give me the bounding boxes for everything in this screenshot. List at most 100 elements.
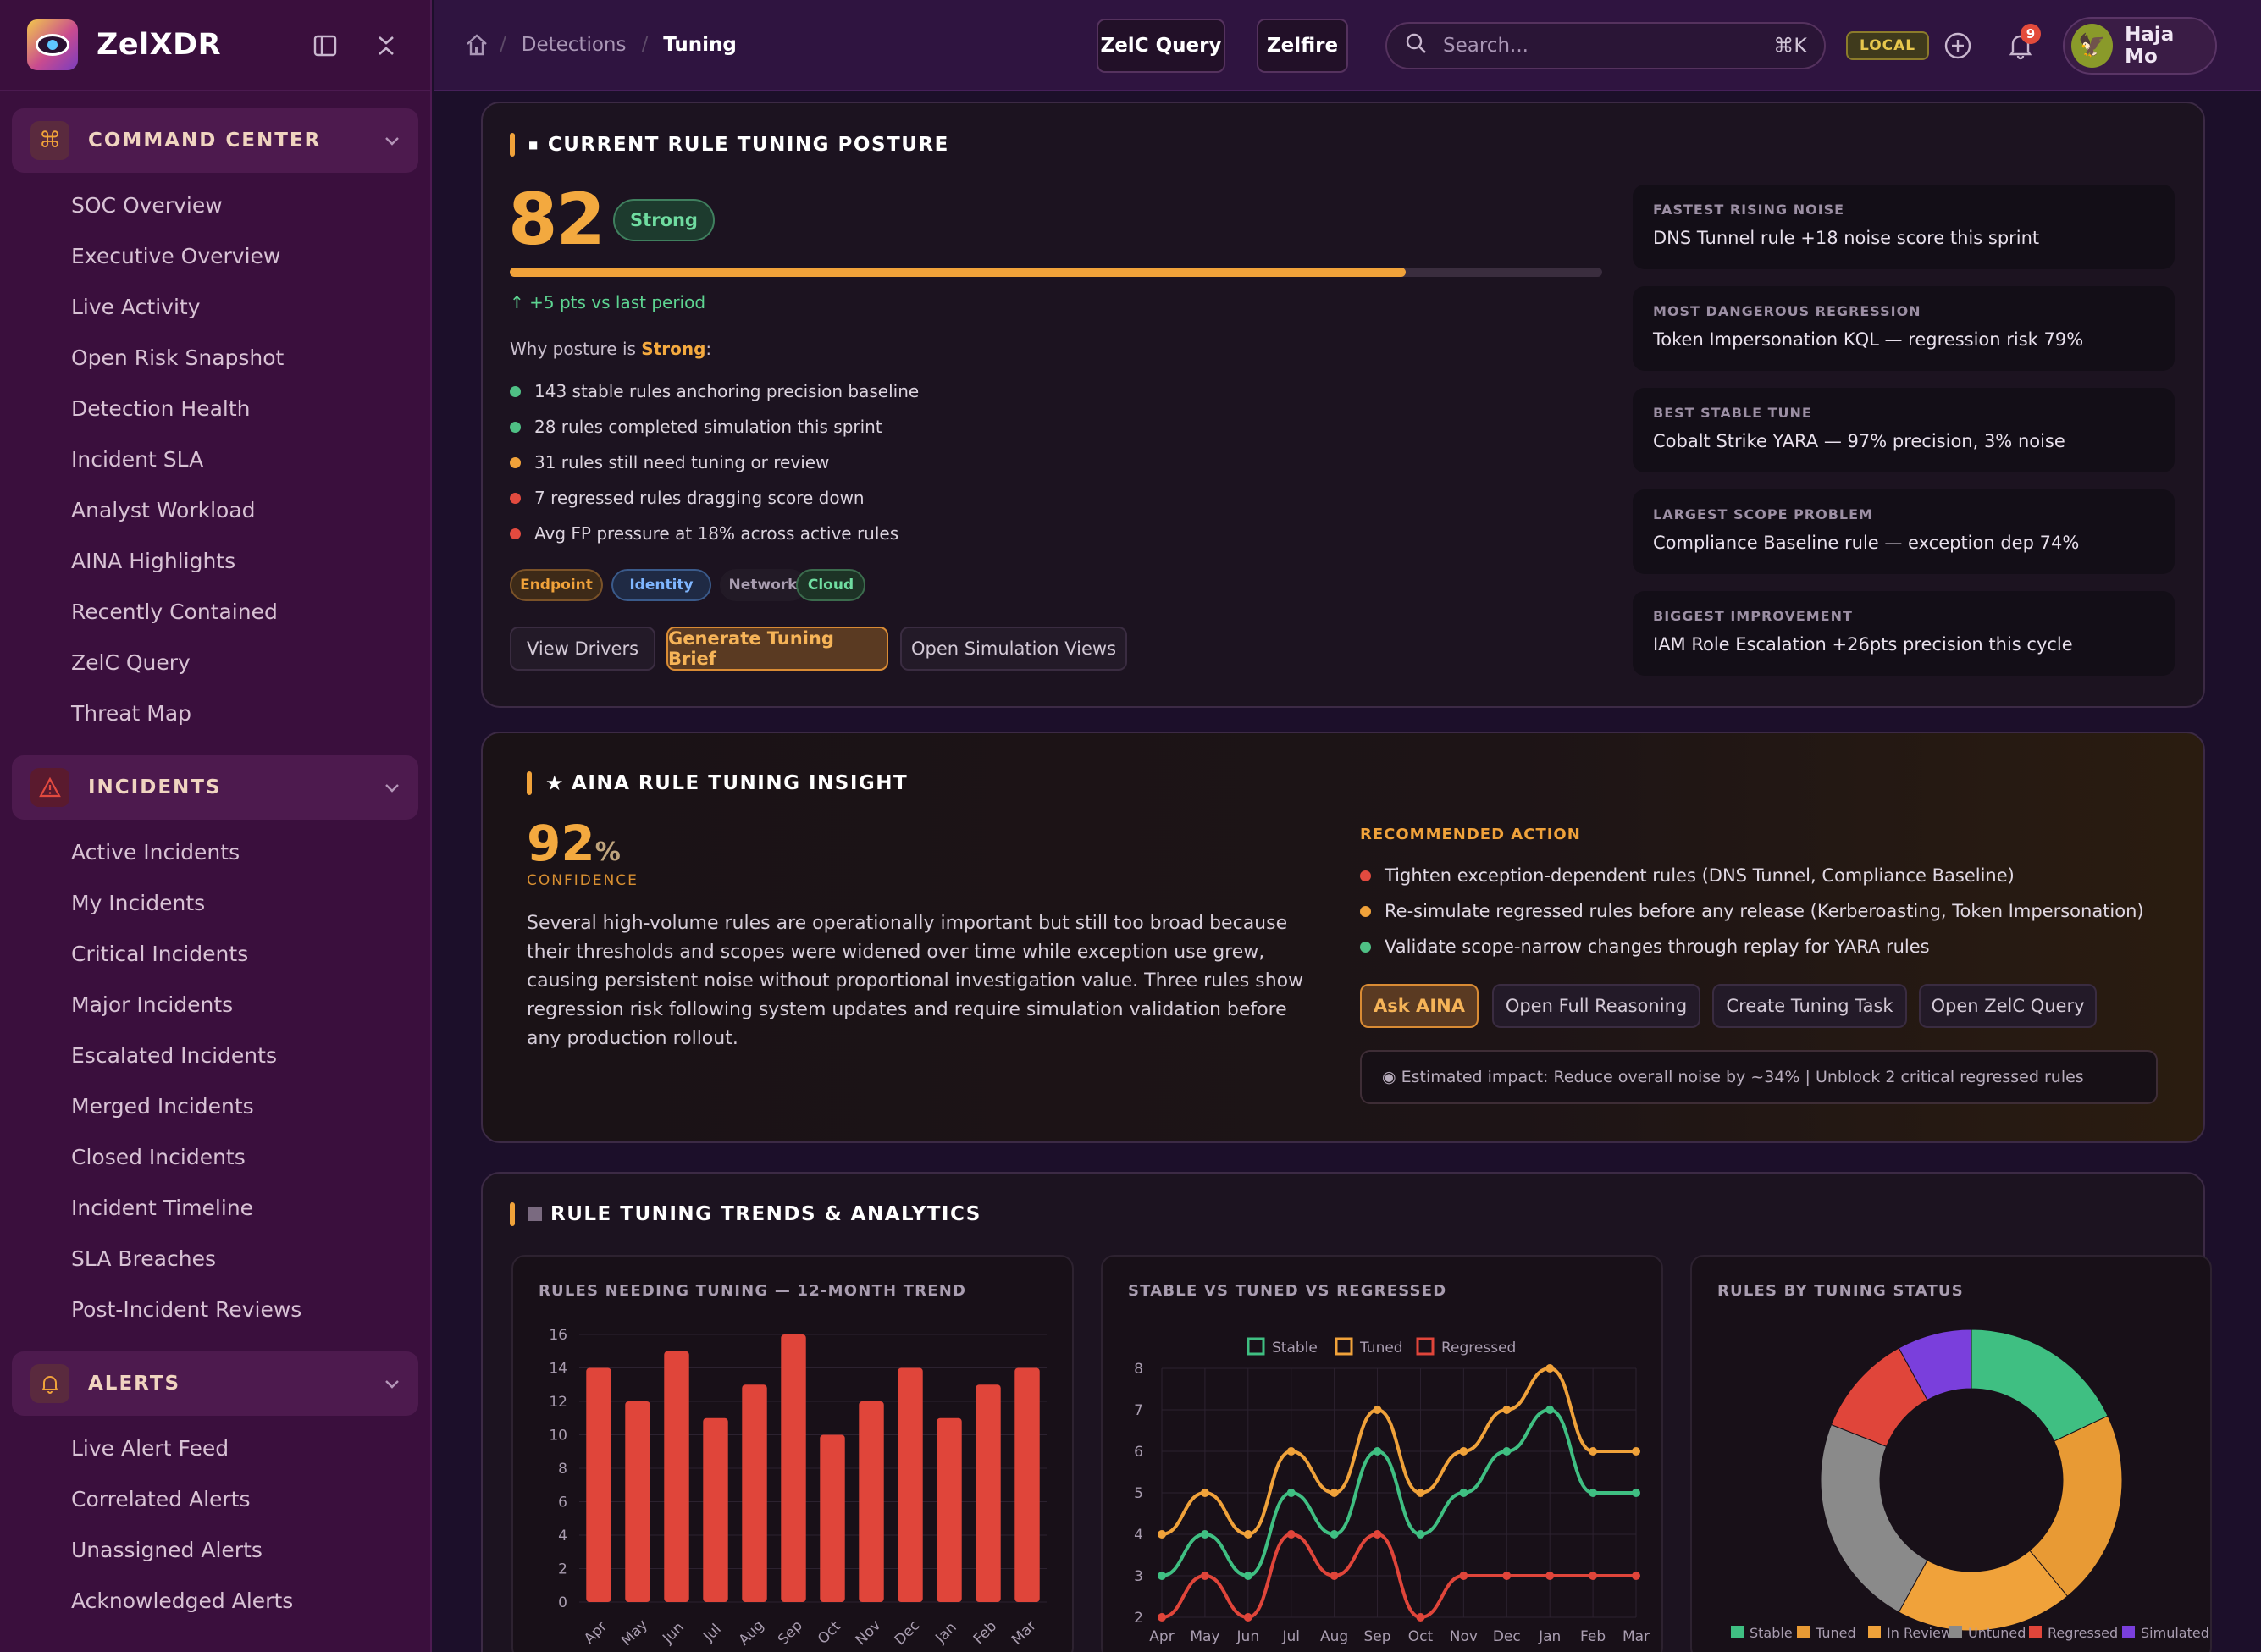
bar-may[interactable]: [625, 1401, 650, 1602]
data-point-stable[interactable]: [1373, 1447, 1382, 1456]
sidebar-item-acknowledged-alerts[interactable]: Acknowledged Alerts: [71, 1588, 294, 1613]
sidebar-item-critical-incidents[interactable]: Critical Incidents: [71, 941, 249, 966]
bar-nov[interactable]: [859, 1401, 884, 1602]
data-point-regressed[interactable]: [1416, 1613, 1425, 1622]
legend-item-regressed[interactable]: Regressed: [2029, 1625, 2118, 1641]
slice-stable[interactable]: [1971, 1329, 2109, 1442]
bar-aug[interactable]: [742, 1384, 767, 1602]
bar-jan[interactable]: [937, 1417, 962, 1602]
bar-jun[interactable]: [664, 1351, 689, 1602]
open-zelc-query-button[interactable]: Open ZelC Query: [1919, 984, 2097, 1028]
ask-aina-button[interactable]: Ask AINA: [1360, 984, 1479, 1028]
data-point-stable[interactable]: [1243, 1572, 1252, 1580]
bar-sep[interactable]: [781, 1334, 806, 1602]
slice-in-review[interactable]: [1898, 1550, 2069, 1632]
tag-endpoint[interactable]: Endpoint: [510, 569, 603, 601]
search-input[interactable]: Search... ⌘K: [1385, 22, 1826, 69]
data-point-stable[interactable]: [1200, 1530, 1209, 1539]
chevron-down-icon[interactable]: [384, 130, 400, 151]
open-simulation-views-button[interactable]: Open Simulation Views: [900, 627, 1127, 671]
generate-tuning-brief-button[interactable]: Generate Tuning Brief: [666, 627, 888, 671]
legend-item-stable[interactable]: Stable: [1247, 1337, 1318, 1356]
sidebar-item-incident-sla[interactable]: Incident SLA: [71, 446, 204, 472]
legend-item-tuned[interactable]: Tuned: [1335, 1337, 1403, 1356]
data-point-stable[interactable]: [1330, 1530, 1339, 1539]
slice-tuned[interactable]: [2029, 1415, 2123, 1597]
sidebar-item-soc-overview[interactable]: SOC Overview: [71, 192, 223, 218]
data-point-regressed[interactable]: [1158, 1613, 1166, 1622]
bar-jul[interactable]: [703, 1417, 728, 1602]
open-full-reasoning-button[interactable]: Open Full Reasoning: [1492, 984, 1700, 1028]
sidebar-item-escalated-incidents[interactable]: Escalated Incidents: [71, 1042, 277, 1068]
legend-item-untuned[interactable]: Untuned: [1949, 1625, 2026, 1641]
sidebar-section-incidents[interactable]: INCIDENTS: [12, 755, 418, 820]
collapse-icon[interactable]: [368, 27, 405, 64]
data-point-stable[interactable]: [1416, 1530, 1425, 1539]
sidebar-item-unassigned-alerts[interactable]: Unassigned Alerts: [71, 1537, 263, 1562]
legend-item-in-review[interactable]: In Review: [1868, 1625, 1952, 1641]
chevron-down-icon[interactable]: [384, 777, 400, 798]
slice-untuned[interactable]: [1820, 1423, 1928, 1613]
sidebar-item-correlated-alerts[interactable]: Correlated Alerts: [71, 1486, 251, 1511]
sidebar-item-open-risk-snapshot[interactable]: Open Risk Snapshot: [71, 345, 285, 370]
sidebar-item-threat-map[interactable]: Threat Map: [71, 700, 192, 726]
sidebar-item-closed-incidents[interactable]: Closed Incidents: [71, 1144, 246, 1169]
data-point-tuned[interactable]: [1589, 1447, 1598, 1456]
sidebar-item-live-activity[interactable]: Live Activity: [71, 294, 201, 319]
data-point-regressed[interactable]: [1589, 1572, 1598, 1580]
data-point-regressed[interactable]: [1286, 1530, 1296, 1539]
sidebar-item-major-incidents[interactable]: Major Incidents: [71, 992, 234, 1017]
data-point-regressed[interactable]: [1502, 1572, 1512, 1580]
sidebar-item-executive-overview[interactable]: Executive Overview: [71, 243, 281, 268]
sidebar-item-aina-highlights[interactable]: AINA Highlights: [71, 548, 236, 573]
zelfire-button[interactable]: Zelfire: [1257, 19, 1348, 73]
zelc-query-button[interactable]: ZelC Query: [1097, 19, 1225, 73]
add-icon[interactable]: [1938, 25, 1978, 66]
data-point-tuned[interactable]: [1200, 1489, 1209, 1497]
data-point-tuned[interactable]: [1459, 1447, 1468, 1456]
view-drivers-button[interactable]: View Drivers: [510, 627, 655, 671]
sidebar-item-analyst-workload[interactable]: Analyst Workload: [71, 497, 256, 522]
sidebar-item-recently-contained[interactable]: Recently Contained: [71, 599, 278, 624]
legend-item-regressed[interactable]: Regressed: [1416, 1337, 1516, 1356]
sidebar-item-merged-incidents[interactable]: Merged Incidents: [71, 1093, 254, 1119]
legend-item-simulated[interactable]: Simulated: [2122, 1625, 2209, 1641]
data-point-stable[interactable]: [1459, 1489, 1468, 1497]
data-point-tuned[interactable]: [1243, 1530, 1252, 1539]
data-point-tuned[interactable]: [1632, 1447, 1640, 1456]
data-point-regressed[interactable]: [1459, 1572, 1468, 1580]
bar-oct[interactable]: [820, 1434, 845, 1603]
sidebar-section-alerts[interactable]: ALERTS: [12, 1351, 418, 1416]
bar-dec[interactable]: [898, 1367, 923, 1603]
data-point-stable[interactable]: [1589, 1489, 1598, 1497]
tag-network[interactable]: Network: [720, 569, 806, 601]
data-point-regressed[interactable]: [1243, 1613, 1252, 1622]
bar-feb[interactable]: [976, 1384, 1001, 1602]
sidebar-section-command-center[interactable]: ⌘ COMMAND CENTER: [12, 108, 418, 173]
sidebar-item-incident-timeline[interactable]: Incident Timeline: [71, 1195, 254, 1220]
data-point-regressed[interactable]: [1373, 1530, 1382, 1539]
bar-apr[interactable]: [586, 1367, 611, 1603]
data-point-stable[interactable]: [1158, 1572, 1166, 1580]
sidebar-item-active-incidents[interactable]: Active Incidents: [71, 839, 240, 865]
data-point-regressed[interactable]: [1330, 1572, 1339, 1580]
sidebar-item-live-alert-feed[interactable]: Live Alert Feed: [71, 1435, 229, 1461]
sidebar-item-sla-breaches[interactable]: SLA Breaches: [71, 1246, 216, 1271]
breadcrumb-detections[interactable]: Detections: [521, 34, 627, 56]
data-point-stable[interactable]: [1502, 1447, 1512, 1456]
data-point-tuned[interactable]: [1502, 1406, 1512, 1414]
data-point-regressed[interactable]: [1632, 1572, 1640, 1580]
data-point-stable[interactable]: [1632, 1489, 1640, 1497]
data-point-tuned[interactable]: [1158, 1530, 1166, 1539]
data-point-tuned[interactable]: [1416, 1489, 1425, 1497]
tag-identity[interactable]: Identity: [611, 569, 711, 601]
sidebar-toggle-icon[interactable]: [307, 27, 344, 64]
home-icon[interactable]: [464, 32, 489, 61]
legend-item-tuned[interactable]: Tuned: [1797, 1625, 1856, 1641]
tag-cloud[interactable]: Cloud: [796, 569, 865, 601]
legend-item-stable[interactable]: Stable: [1731, 1625, 1793, 1641]
data-point-stable[interactable]: [1286, 1489, 1296, 1497]
data-point-regressed[interactable]: [1545, 1572, 1555, 1580]
create-tuning-task-button[interactable]: Create Tuning Task: [1712, 984, 1907, 1028]
sidebar-item-zelc-query[interactable]: ZelC Query: [71, 649, 191, 675]
